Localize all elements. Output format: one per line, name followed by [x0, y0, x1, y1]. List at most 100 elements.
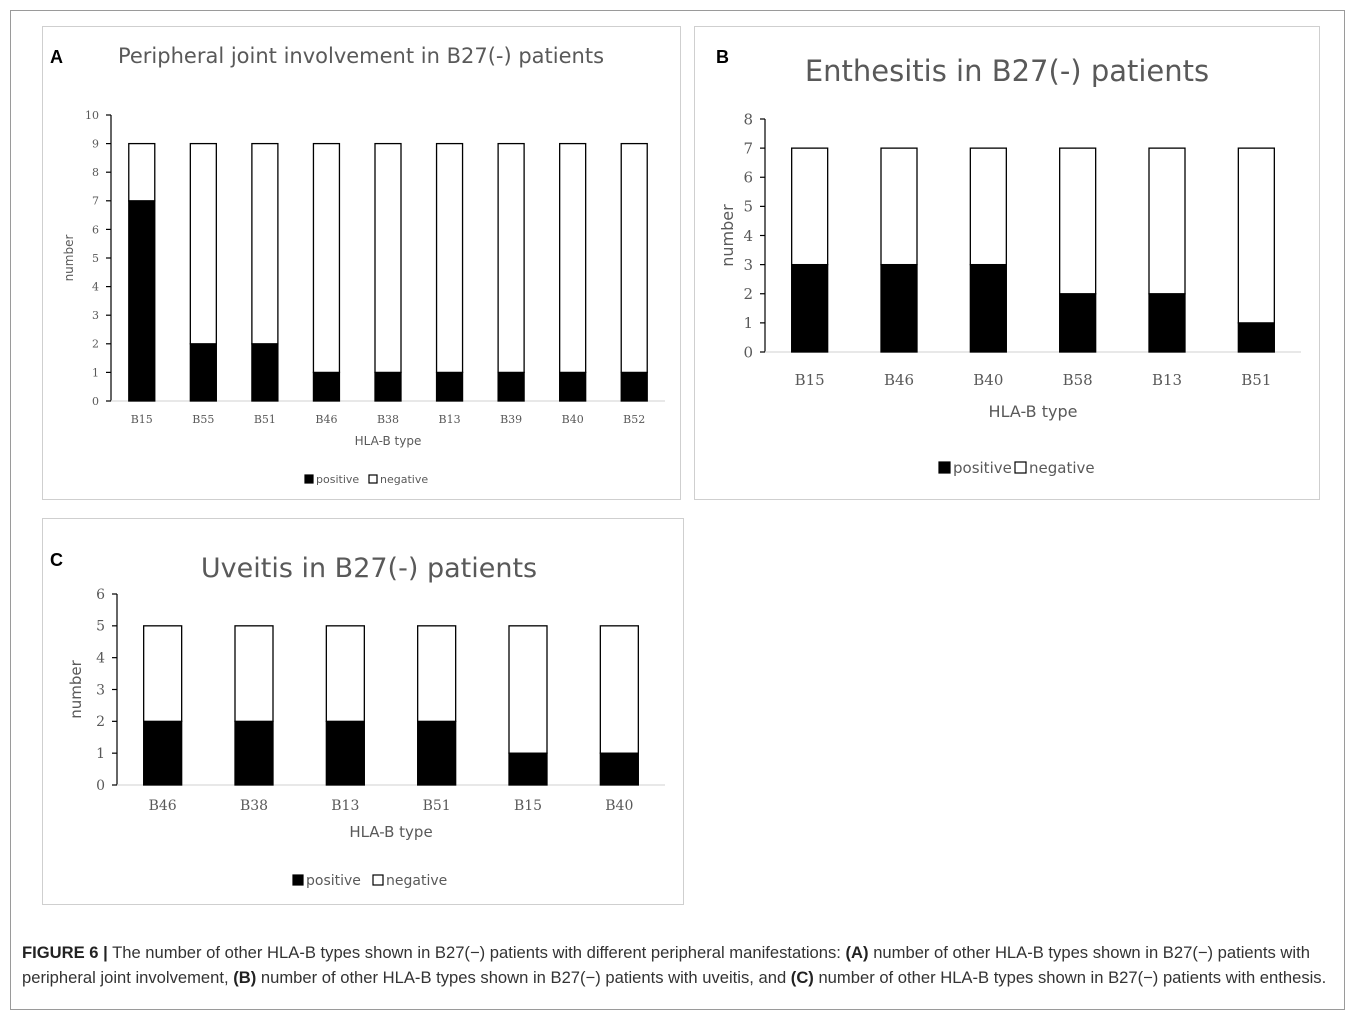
- chart-a-ytick-label: 2: [92, 338, 99, 351]
- chart-b-bar-negative-B51: [1237, 147, 1275, 324]
- chart-b-legend-label-negative: negative: [1029, 459, 1095, 477]
- chart-a-bar-negative-B40: [559, 142, 587, 374]
- chart-c-legend-swatch-negative: [372, 874, 384, 886]
- chart-b-xtick-label: B46: [884, 371, 914, 389]
- chart-a-bar-positive-B13: [435, 371, 464, 402]
- chart-b-bar-negative-B58: [1059, 147, 1097, 295]
- caption-a: (A): [845, 943, 869, 962]
- chart-b-bar-positive-B15: [791, 263, 829, 353]
- chart-c-xtick-label: B15: [514, 798, 542, 814]
- chart-a-title: Peripheral joint involvement in B27(-) p…: [118, 44, 604, 68]
- figure-caption: FIGURE 6 | The number of other HLA-B typ…: [22, 940, 1334, 990]
- chart-c-xtick-label: B40: [605, 798, 633, 814]
- chart-a-bar-negative-B46: [312, 142, 341, 374]
- chart-c-ytick-label: 0: [96, 778, 105, 794]
- chart-c-ytick-label: 6: [96, 587, 105, 603]
- chart-b-xtick-label: B13: [1152, 371, 1182, 389]
- chart-a-bar-positive-B46: [312, 371, 341, 402]
- chart-a-bar-positive-B40: [559, 371, 587, 402]
- chart-c-ylabel: number: [67, 659, 85, 718]
- chart-a-xtick-label: B40: [562, 413, 584, 426]
- chart-a-ytick-label: 10: [85, 109, 99, 122]
- chart-b-bar-negative-B40: [969, 147, 1007, 266]
- chart-b-bar-negative-B46: [880, 147, 918, 266]
- chart-b-bar-positive-B51: [1237, 322, 1275, 353]
- chart-c-bar-positive-B38: [234, 720, 274, 786]
- caption-seg4: number of other HLA-B types shown in B27…: [813, 968, 1327, 987]
- chart-a-bar-negative-B51: [251, 142, 279, 345]
- panel-c: C Uveitis in B27(-) patients 0 1 2 3 4 5 6 B46 B3…: [42, 518, 684, 905]
- chart-c-svg: Uveitis in B27(-) patients 0 1 2 3 4 5 6 B46 B38 B…: [67, 553, 665, 889]
- panel-c-label: C: [50, 550, 63, 570]
- chart-c-bar-negative-B38: [234, 625, 274, 722]
- chart-c-ytick-label: 3: [96, 682, 105, 698]
- chart-a-bar-negative-B52: [620, 142, 648, 374]
- chart-b-ytick-label: 1: [743, 314, 753, 332]
- caption-label: FIGURE 6 |: [22, 943, 108, 962]
- chart-b-ytick-label: 3: [743, 256, 753, 274]
- chart-b-ytick-label: 7: [743, 139, 753, 157]
- chart-b-legend-swatch-negative: [1014, 461, 1027, 474]
- chart-b-ytick-label: 6: [743, 169, 753, 187]
- chart-b-bar-positive-B46: [880, 263, 918, 353]
- chart-b-ytick-label: 0: [743, 343, 753, 361]
- chart-c-xtick-label: B13: [331, 798, 359, 814]
- chart-b-ytick-label: 4: [743, 227, 753, 245]
- chart-a-bar-positive-B39: [497, 371, 525, 402]
- chart-b-bar-positive-B13: [1148, 293, 1186, 353]
- chart-c-ytick-label: 5: [96, 619, 105, 635]
- chart-c-ytick-label: 4: [96, 651, 105, 667]
- chart-a-xtick-label: B55: [192, 413, 214, 426]
- chart-a-bar-negative-B13: [435, 142, 464, 374]
- chart-a-ytick-label: 3: [92, 309, 99, 322]
- chart-a-ytick-label: 4: [92, 280, 99, 293]
- panel-a-label: A: [50, 47, 63, 67]
- chart-b-bar-positive-B40: [969, 263, 1007, 353]
- chart-c-legend-label-positive: positive: [306, 873, 361, 889]
- chart-a-ytick-label: 0: [92, 395, 99, 408]
- chart-a-xtick-label: B39: [500, 413, 522, 426]
- caption-c: (C): [790, 968, 814, 987]
- chart-a-xtick-label: B52: [623, 413, 645, 426]
- chart-a-xtick-label: B15: [131, 413, 153, 426]
- chart-b-ylabel: number: [718, 204, 737, 267]
- chart-c-title: Uveitis in B27(-) patients: [201, 553, 537, 584]
- chart-a-xtick-label: B13: [439, 413, 461, 426]
- chart-c-bar-negative-B40: [599, 625, 639, 754]
- chart-a-bar-positive-B15: [128, 200, 156, 402]
- chart-a-ytick-label: 5: [92, 252, 99, 265]
- chart-b-bar-positive-B58: [1059, 293, 1097, 353]
- chart-c-xtick-label: B38: [240, 798, 268, 814]
- chart-a-ytick-label: 1: [92, 366, 99, 379]
- chart-b-svg: Enthesitis in B27(-) patients 0 1 2 3 4 5 6 7 8 B1…: [718, 54, 1301, 477]
- chart-b-ytick-label: 8: [743, 110, 753, 128]
- chart-a-legend-label-positive: positive: [316, 473, 359, 486]
- chart-a-bar-negative-B39: [497, 142, 525, 374]
- chart-c-bar-positive-B13: [325, 720, 365, 786]
- chart-a-bar-negative-B38: [374, 142, 402, 374]
- chart-a-ytick-label: 9: [92, 137, 99, 150]
- chart-c-bar-positive-B15: [508, 752, 548, 786]
- chart-b-bar-negative-B15: [791, 147, 829, 266]
- panel-b-label: B: [716, 47, 729, 67]
- chart-c-bar-negative-B13: [325, 625, 365, 722]
- chart-c-xlabel: HLA-B type: [349, 823, 432, 841]
- chart-a-legend-swatch-positive: [304, 474, 314, 484]
- chart-a-legend-swatch-negative: [368, 474, 378, 484]
- chart-a-xtick-label: B51: [254, 413, 276, 426]
- chart-b-legend-label-positive: positive: [953, 459, 1012, 477]
- panel-b: B Enthesitis in B27(-) patients 0 1 2 3 4 5 6 7 8…: [694, 26, 1320, 500]
- chart-a-xtick-label: B38: [377, 413, 399, 426]
- chart-c-xtick-label: B46: [149, 798, 177, 814]
- chart-c-legend-label-negative: negative: [386, 873, 447, 889]
- chart-a-ytick-label: 7: [92, 195, 99, 208]
- chart-a-bar-negative-B15: [128, 142, 156, 202]
- chart-c-ytick-label: 2: [96, 714, 105, 730]
- chart-c-bar-negative-B46: [143, 625, 183, 722]
- chart-c-bar-positive-B40: [599, 752, 639, 786]
- chart-a-legend-label-negative: negative: [380, 473, 428, 486]
- chart-a-bar-positive-B51: [251, 343, 279, 402]
- caption-seg1: The number of other HLA-B types shown in…: [107, 943, 846, 962]
- chart-c-xtick-label: B51: [423, 798, 451, 814]
- chart-b-xtick-label: B58: [1063, 371, 1093, 389]
